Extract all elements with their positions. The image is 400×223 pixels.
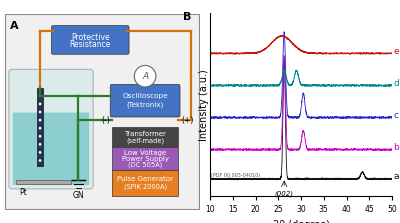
- Circle shape: [39, 95, 42, 97]
- Circle shape: [39, 127, 42, 130]
- Circle shape: [134, 65, 156, 87]
- Text: B: B: [183, 12, 191, 22]
- Circle shape: [39, 151, 42, 154]
- Text: (self-made): (self-made): [126, 138, 164, 144]
- Bar: [112, 170, 178, 196]
- Text: (+): (+): [182, 116, 194, 125]
- Text: (PDF 00 003-04010): (PDF 00 003-04010): [211, 173, 260, 178]
- Text: (002): (002): [275, 191, 294, 197]
- Text: (DC 505A): (DC 505A): [128, 161, 162, 168]
- Circle shape: [39, 159, 42, 162]
- Circle shape: [39, 111, 42, 113]
- Text: (SPIK 2000A): (SPIK 2000A): [124, 184, 167, 190]
- Text: c: c: [393, 111, 398, 120]
- FancyBboxPatch shape: [110, 85, 180, 117]
- Circle shape: [39, 143, 42, 146]
- FancyBboxPatch shape: [13, 113, 89, 185]
- Text: d: d: [393, 79, 399, 88]
- Text: (Tektronix): (Tektronix): [126, 102, 164, 108]
- Text: Resistance: Resistance: [70, 40, 111, 49]
- Text: Transformer: Transformer: [124, 131, 166, 137]
- Bar: [16, 180, 71, 184]
- Text: Pulse Generator: Pulse Generator: [117, 176, 173, 182]
- Circle shape: [39, 135, 42, 138]
- X-axis label: 2θ (degree): 2θ (degree): [272, 220, 330, 223]
- Text: A: A: [10, 21, 18, 31]
- Text: GN: GN: [73, 191, 84, 200]
- Text: Protective: Protective: [71, 33, 110, 41]
- Text: b: b: [393, 143, 399, 152]
- Circle shape: [39, 119, 42, 122]
- Text: (-): (-): [101, 116, 110, 125]
- Text: a: a: [393, 172, 399, 181]
- Circle shape: [39, 103, 42, 105]
- Y-axis label: Intensity (a.u.): Intensity (a.u.): [199, 69, 209, 141]
- Text: Oscilloscope: Oscilloscope: [122, 93, 168, 99]
- Text: Pt: Pt: [20, 188, 28, 197]
- Text: e: e: [393, 47, 399, 56]
- Bar: [37, 88, 43, 166]
- Text: A: A: [142, 72, 148, 81]
- Text: Power Supply: Power Supply: [122, 155, 169, 161]
- Bar: [112, 127, 178, 147]
- Text: Low Voltage: Low Voltage: [124, 150, 166, 156]
- FancyBboxPatch shape: [52, 26, 129, 54]
- Bar: [112, 147, 178, 170]
- FancyBboxPatch shape: [9, 69, 93, 189]
